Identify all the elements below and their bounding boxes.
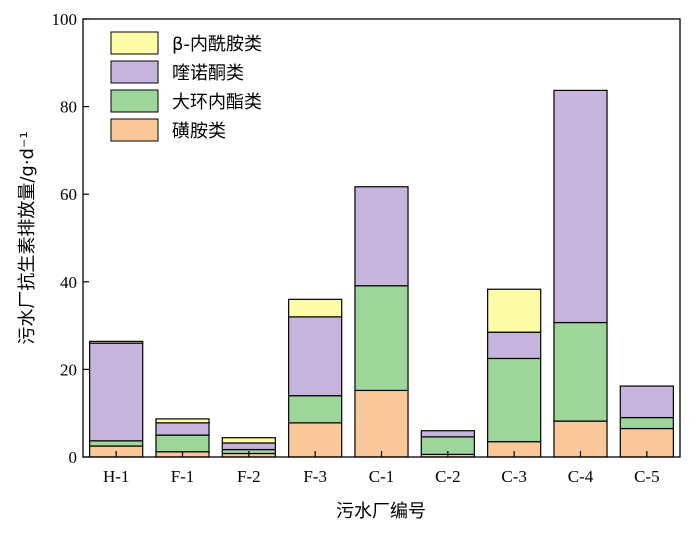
legend-swatch-0 bbox=[110, 31, 159, 55]
legend-swatch-2 bbox=[110, 89, 159, 113]
bar-F-3-series-1 bbox=[288, 395, 343, 424]
bar-H-1-series-2 bbox=[89, 342, 144, 442]
x-tick-label-F-1: F-1 bbox=[171, 467, 195, 486]
x-tick-label-C-4: C-4 bbox=[568, 467, 594, 486]
x-axis: H-1 F-1 F-2 F-3 C-1 C-2 C-3 C-4 C-5 bbox=[103, 451, 660, 486]
bar-C-4-series-2 bbox=[553, 89, 608, 324]
bar-F-2-series-2 bbox=[221, 442, 276, 451]
bar-C-3-series-1 bbox=[487, 357, 542, 443]
bars-layer bbox=[89, 89, 674, 458]
y-tick-label-60: 60 bbox=[60, 185, 77, 204]
y-tick-label-80: 80 bbox=[60, 98, 77, 117]
bar-F-3-series-3 bbox=[288, 298, 343, 318]
bar-F-2-series-3 bbox=[221, 437, 276, 444]
bar-C-1-series-0 bbox=[354, 389, 409, 458]
bar-C-4-series-1 bbox=[553, 321, 608, 422]
bar-C-3-series-3 bbox=[487, 288, 542, 333]
bar-C-3-series-2 bbox=[487, 331, 542, 360]
bar-F-3-series-2 bbox=[288, 316, 343, 397]
bar-F-1-series-2 bbox=[155, 422, 210, 436]
bar-H-1-series-3 bbox=[89, 340, 144, 344]
legend-label-3: 磺胺类 bbox=[172, 121, 226, 142]
x-tick-label-C-2: C-2 bbox=[435, 467, 461, 486]
x-tick-label-C-3: C-3 bbox=[501, 467, 527, 486]
y-tick-label-0: 0 bbox=[69, 448, 78, 467]
bar-C-1-series-2 bbox=[354, 186, 409, 287]
y-axis: 0 20 40 60 80 100 bbox=[52, 10, 89, 467]
x-tick-label-F-3: F-3 bbox=[303, 467, 327, 486]
bar-F-1-series-1 bbox=[155, 434, 210, 453]
bar-C-2-series-2 bbox=[420, 430, 475, 438]
x-tick-label-H-1: H-1 bbox=[103, 467, 129, 486]
bar-F-1-series-3 bbox=[155, 418, 210, 424]
x-tick-label-C-1: C-1 bbox=[369, 467, 395, 486]
y-tick-label-20: 20 bbox=[60, 360, 77, 379]
bar-C-5-series-1 bbox=[619, 416, 674, 430]
bar-H-1-series-1 bbox=[89, 440, 144, 447]
x-axis-title: 污水厂编号 bbox=[336, 501, 426, 522]
y-axis-title: 污水厂抗生素排放量/g·d⁻¹ bbox=[17, 131, 38, 344]
legend-swatch-1 bbox=[110, 60, 159, 84]
y-tick-label-40: 40 bbox=[60, 273, 77, 292]
legend-label-0: β-内酰胺类 bbox=[172, 34, 262, 55]
x-tick-label-C-5: C-5 bbox=[634, 467, 660, 486]
legend-swatch-3 bbox=[110, 118, 159, 142]
x-tick-label-F-2: F-2 bbox=[237, 467, 261, 486]
y-tick-label-100: 100 bbox=[52, 10, 78, 29]
bar-C-5-series-2 bbox=[619, 385, 674, 419]
bar-C-1-series-1 bbox=[354, 285, 409, 392]
legend-label-1: 喹诺酮类 bbox=[172, 63, 244, 84]
legend-label-2: 大环内酯类 bbox=[172, 92, 262, 113]
